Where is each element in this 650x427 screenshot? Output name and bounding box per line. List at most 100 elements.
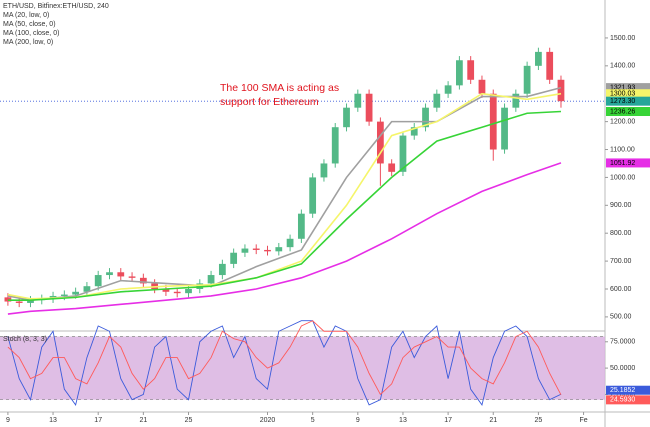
x-tick-label: 5	[311, 417, 315, 424]
candle-body	[230, 252, 238, 264]
candle-body	[433, 93, 441, 108]
candle-body	[218, 263, 226, 276]
x-tick-label: 17	[94, 417, 102, 424]
candle-body	[106, 272, 113, 276]
stoch-tick-label: 50.0000	[610, 365, 635, 372]
stoch-marker-label: 25.1852	[610, 387, 635, 394]
stoch-line	[7, 320, 562, 407]
y-tick-label: 500.00	[610, 314, 632, 321]
candle-body	[94, 275, 102, 287]
candle-body	[478, 79, 486, 94]
ma-line	[7, 110, 562, 301]
x-tick-label: 25	[535, 417, 543, 424]
chart-title: ETH/USD, Bitfinex:ETH/USD, 240	[3, 3, 109, 10]
stoch-band	[0, 336, 605, 400]
price-marker-label: 1236.26	[610, 108, 635, 115]
x-tick-label: 9	[356, 417, 360, 424]
candle-body	[422, 107, 429, 128]
legend-entry: MA (100, close, 0)	[3, 30, 59, 37]
candle-body	[173, 291, 181, 294]
ma-line	[7, 86, 562, 301]
y-tick-label: 1000.00	[610, 174, 635, 181]
candle-body	[139, 277, 147, 284]
x-tick-label: 2020	[260, 417, 276, 424]
x-tick-label: 17	[444, 417, 452, 424]
y-tick-label: 900.00	[610, 202, 632, 209]
x-tick-label: 25	[185, 417, 193, 424]
y-tick-label: 700.00	[610, 258, 632, 265]
candle-body	[388, 163, 396, 172]
candle-body	[399, 135, 407, 172]
stoch-line	[7, 320, 562, 396]
x-tick-label: 13	[49, 417, 57, 424]
legend-entry: MA (20, low, 0)	[3, 12, 49, 19]
y-tick-label: 1500.00	[610, 35, 635, 42]
candle-body	[501, 107, 508, 150]
candle-body	[343, 107, 350, 128]
candle-body	[320, 163, 328, 178]
back-layer: 500.00 600.00 700.00 800.00 900.00 1000.00 110…	[0, 35, 635, 424]
candle-body	[241, 248, 249, 253]
x-tick-label: 21	[139, 417, 147, 424]
legend-entry: MA (50, close, 0)	[3, 21, 56, 28]
stoch-marker	[606, 385, 650, 395]
candle-body	[286, 238, 294, 248]
candle-body	[83, 286, 91, 292]
y-tick-label: 1400.00	[610, 63, 635, 70]
x-tick-label: 21	[489, 417, 497, 424]
stoch-marker	[606, 395, 650, 405]
candle-body	[535, 51, 542, 66]
x-tick-label: 9	[6, 417, 10, 424]
price-marker	[606, 96, 650, 106]
candle-body	[557, 79, 565, 102]
candle-body	[523, 65, 531, 94]
legend-entry: MA (200, low, 0)	[3, 39, 53, 46]
candle-body	[309, 177, 317, 214]
candle-body	[264, 249, 271, 252]
candle-body	[252, 248, 260, 250]
candle-body	[444, 85, 452, 94]
candle-body	[60, 294, 68, 296]
stoch-tick-label: 75.0000	[610, 339, 635, 346]
candle-body	[162, 288, 170, 292]
candle-body	[72, 291, 80, 295]
candle-body	[489, 93, 497, 150]
annotation: support for Ethereum	[220, 96, 319, 108]
stoch-tick-label: 25.0000	[610, 391, 635, 398]
price-marker-label: 1321.93	[610, 84, 635, 91]
price-marker	[606, 89, 650, 99]
y-tick-label: 800.00	[610, 230, 632, 237]
x-tick-label: Fe	[579, 417, 587, 424]
annotation: The 100 SMA is acting as	[220, 82, 339, 94]
candle-body	[297, 213, 305, 239]
ma-line	[7, 162, 562, 315]
candle-body	[546, 51, 554, 80]
price-marker-label: 1300.03	[610, 91, 635, 98]
y-tick-label: 1100.00	[610, 146, 635, 153]
candle-body	[275, 247, 283, 252]
candle-body	[456, 60, 463, 86]
candle-body	[331, 127, 339, 164]
candle-body	[512, 93, 520, 108]
candle-body	[365, 93, 373, 122]
price-marker-label: 1273.30	[610, 98, 635, 105]
candle-body	[354, 93, 362, 108]
price-marker	[606, 158, 650, 168]
y-tick-label: 1200.00	[610, 118, 635, 125]
stoch-title: Stoch (8, 3, 3)	[3, 336, 47, 343]
y-tick-label: 600.00	[610, 286, 632, 293]
price-marker-label: 1051.92	[610, 160, 635, 167]
candle-body	[117, 272, 125, 277]
candle-body	[376, 121, 384, 164]
candle-body	[207, 275, 215, 284]
stoch-marker-label: 24.5930	[610, 397, 635, 404]
candle-body	[185, 288, 192, 294]
price-marker	[606, 107, 650, 117]
candle-body	[467, 60, 475, 80]
price-marker	[606, 83, 650, 93]
candle-body	[27, 300, 34, 303]
candle-body	[128, 276, 136, 278]
candle-body	[410, 127, 418, 136]
